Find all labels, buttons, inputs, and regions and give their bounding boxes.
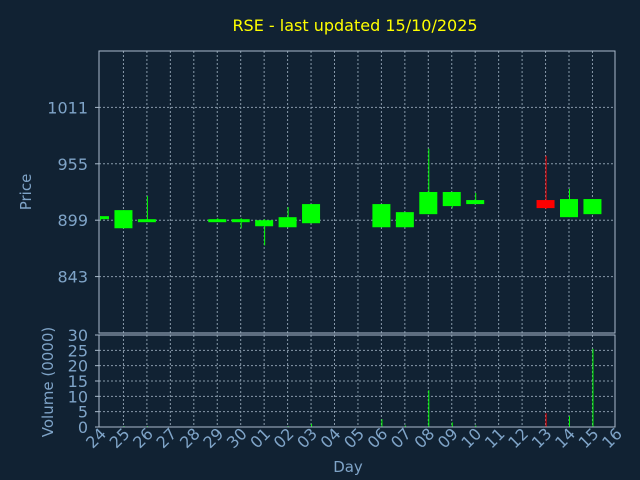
- candle-body-02: [278, 217, 297, 228]
- price-tick-label: 843: [57, 268, 88, 287]
- volume-tick-label: 20: [68, 357, 88, 376]
- volume-panel: [123, 348, 594, 427]
- x-axis-label: Day: [333, 458, 363, 476]
- candle-body-30: [231, 219, 250, 223]
- candle-body-24: [100, 216, 109, 220]
- price-tick-label: 899: [57, 211, 88, 230]
- x-axis-ticks: 2425262728293001020304050607080910111213…: [82, 424, 626, 452]
- candle-body-25: [114, 210, 133, 229]
- volume-tick-label: 15: [68, 372, 88, 391]
- volume-axis-label: Volume (0000): [39, 327, 57, 437]
- candle-body-10: [466, 200, 485, 205]
- candle-body-01: [255, 220, 274, 227]
- price-panel: [100, 148, 602, 246]
- volume-tick-label: 0: [78, 418, 88, 437]
- price-panel-frame: [98, 50, 616, 334]
- volume-tick-label: 30: [68, 326, 88, 345]
- candle-body-29: [208, 219, 227, 223]
- price-axis-ticks: 843 899 955 1011: [47, 98, 99, 287]
- price-tick-label: 1011: [47, 98, 88, 117]
- volume-tick-label: 5: [78, 403, 88, 422]
- candle-body-07: [395, 212, 414, 228]
- candle-body-06: [372, 204, 391, 228]
- chart-title: RSE - last updated 15/10/2025: [232, 16, 477, 35]
- price-tick-label: 955: [57, 155, 88, 174]
- candle-body-14: [560, 199, 578, 218]
- candle-body-09: [442, 192, 461, 207]
- volume-tick-label: 25: [68, 341, 88, 360]
- candle-body-15: [583, 199, 602, 215]
- candle-body-13: [536, 200, 555, 209]
- volume-tick-label: 10: [68, 387, 88, 406]
- candle-body-08: [419, 192, 438, 215]
- candle-body-03: [302, 204, 321, 224]
- candle-body-26: [137, 219, 156, 223]
- volume-gridlines: [99, 335, 615, 427]
- price-axis-label: Price: [17, 174, 35, 211]
